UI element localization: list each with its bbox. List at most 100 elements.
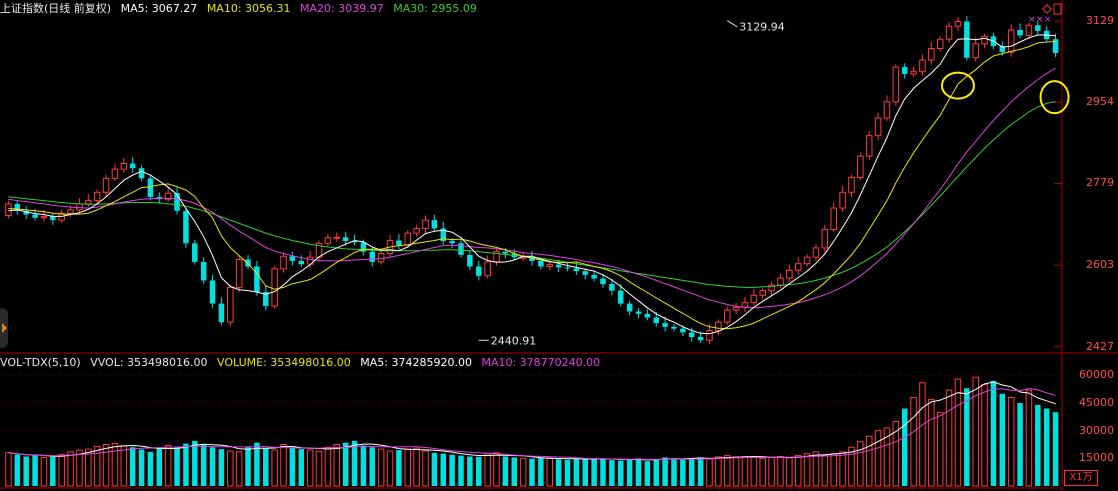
candle-up — [874, 117, 882, 137]
candle-up — [377, 253, 385, 263]
candle-down — [662, 323, 668, 327]
volume-bar-down — [209, 447, 216, 486]
volume-bar-down — [697, 457, 704, 486]
candle-down — [245, 259, 251, 267]
volume-bar-down — [644, 461, 651, 486]
volume-bar-up — [102, 444, 110, 487]
candle-up — [5, 203, 12, 216]
volume-bar-down — [688, 458, 695, 486]
volume-bar-down — [1035, 404, 1041, 486]
volume-bar-up — [404, 448, 412, 487]
volume-bar-down — [138, 449, 145, 486]
volume-bar-up — [280, 444, 287, 487]
line-ma5 — [8, 34, 1056, 335]
chart-title: 上证指数(日线 前复权) — [0, 2, 112, 15]
volume-bar-up — [768, 457, 775, 487]
candle-up — [954, 21, 962, 27]
legend-vol-ma10: MA10: 378770240.00 — [481, 356, 601, 369]
candle-down — [999, 46, 1006, 53]
volume-bar-down — [32, 455, 38, 486]
legend-volume: VOLUME: 353498016.00 — [217, 356, 351, 369]
candle-down — [192, 243, 198, 262]
volume-bar-up — [386, 450, 394, 487]
annotation-pointer-0 — [726, 20, 738, 28]
line-ma10 — [8, 41, 1056, 330]
volume-bar-up — [883, 427, 891, 487]
volume-bar-up — [76, 449, 83, 487]
volume-bar-up — [422, 450, 429, 487]
volume-bar-down — [990, 380, 997, 486]
candle-up — [40, 215, 48, 219]
volume-bar-up — [377, 448, 385, 487]
side-toggle-button[interactable] — [0, 308, 8, 348]
volume-bar-down — [50, 456, 56, 486]
volume-bar-down — [351, 440, 358, 486]
candle-down — [617, 290, 624, 304]
highlight-circle-2 — [1039, 80, 1070, 115]
price-tick-label: 2603 — [1086, 258, 1114, 272]
volume-legend: VOL-TDX(5,10) VVOL: 353498016.00 VOLUME:… — [0, 356, 606, 370]
volume-bar-up — [164, 444, 172, 487]
cross-marker: × — [1028, 15, 1036, 25]
candle-down — [50, 216, 56, 221]
candle-up — [777, 277, 784, 286]
volume-bar-down — [218, 449, 225, 486]
volume-unit-button[interactable]: X1万 — [1064, 470, 1098, 486]
volume-bar-up — [812, 451, 820, 487]
volume-bar-up — [85, 448, 92, 487]
volume-bar-down — [1052, 412, 1059, 486]
candle-down — [147, 178, 154, 197]
volume-bar-down — [901, 408, 908, 486]
candle-down — [644, 313, 651, 318]
candle-down — [555, 264, 562, 268]
candle-up — [794, 263, 802, 271]
volume-ma5-line — [8, 381, 1056, 461]
volume-bar-up — [93, 445, 101, 487]
volume-bar-up — [945, 389, 953, 487]
volume-bar-down — [263, 448, 269, 486]
volume-bar-down — [1017, 403, 1023, 486]
candle-down — [138, 168, 145, 179]
candle-up — [821, 228, 829, 249]
candle-down — [901, 67, 908, 74]
volume-bar-down — [254, 442, 260, 486]
candle-down — [174, 193, 180, 211]
candle-down — [449, 240, 455, 244]
volume-bar-up — [803, 453, 811, 487]
candle-down — [23, 210, 29, 215]
candle-up — [706, 330, 713, 341]
candle-up — [333, 236, 341, 239]
candle-down — [440, 228, 447, 241]
candle-up — [120, 163, 128, 170]
legend-ma20: MA20: 3039.97 — [300, 2, 384, 15]
annotation-label-1: 2440.91 — [491, 334, 537, 347]
candle-down — [360, 242, 367, 252]
candle-down — [688, 332, 695, 338]
volume-bar-up — [306, 449, 314, 487]
volume-bar-down — [582, 459, 588, 486]
candle-down — [1052, 39, 1059, 54]
volume-bar-down — [440, 453, 447, 486]
volume-tick-label: 30000 — [1079, 423, 1114, 437]
candle-up — [892, 66, 900, 103]
candle-up — [865, 135, 873, 157]
volume-bar-up — [723, 455, 731, 487]
volume-bar-up — [830, 453, 837, 487]
volume-bar-up — [865, 435, 873, 487]
volume-bar-down — [662, 457, 668, 486]
volume-bar-down — [192, 440, 198, 486]
volume-bar-up — [786, 457, 793, 487]
candle-up — [67, 209, 74, 214]
volume-bar-up — [892, 420, 900, 487]
legend-ma30: MA30: 2955.09 — [393, 2, 477, 15]
candle-down — [32, 214, 38, 218]
candle-up — [271, 268, 278, 307]
candle-down — [573, 268, 580, 272]
candle-up — [732, 306, 740, 311]
candle-up — [235, 259, 243, 288]
volume-bar-up — [484, 453, 491, 487]
candle-up — [413, 227, 420, 234]
candle-up — [111, 168, 119, 179]
volume-bar-down — [174, 447, 180, 486]
